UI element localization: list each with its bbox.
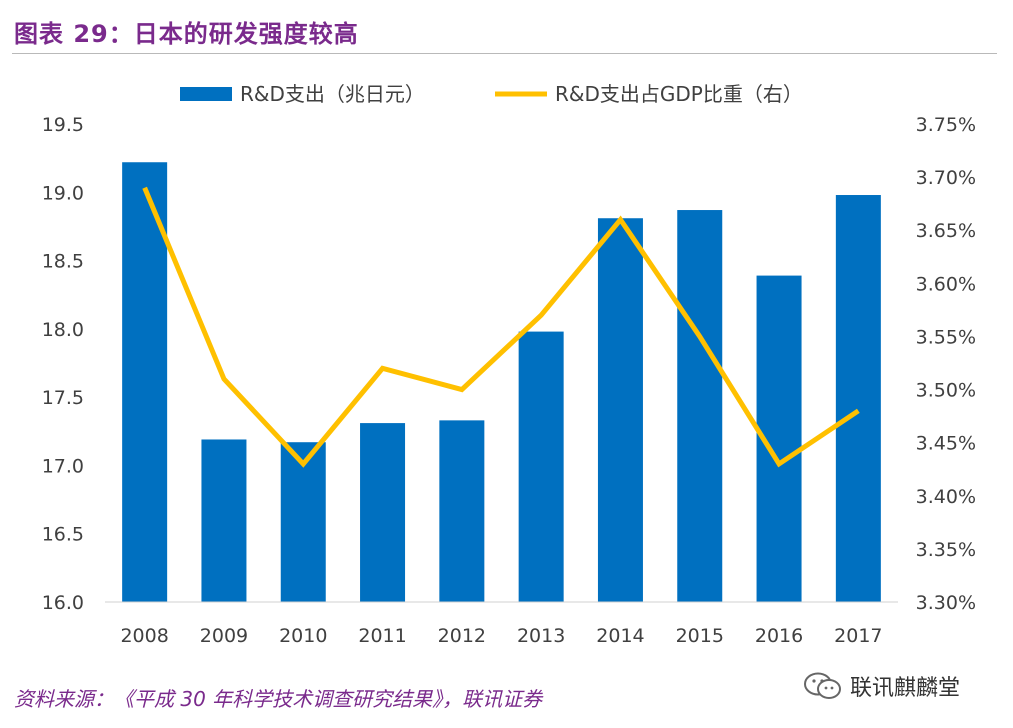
line-path [142, 186, 860, 468]
x-tick-label: 2015 [676, 625, 724, 647]
right-tick-label: 3.35% [916, 539, 976, 561]
bar-2010 [280, 442, 326, 602]
right-tick-label: 3.50% [916, 380, 976, 402]
left-tick-label: 19.0 [42, 182, 84, 204]
watermark-text: 联讯麒麟堂 [850, 676, 961, 701]
x-tick-label: 2016 [755, 625, 803, 647]
right-tick-label: 3.75% [916, 114, 976, 136]
right-tick-label: 3.55% [916, 326, 976, 348]
left-tick-label: 19.5 [42, 114, 84, 136]
right-tick-label: 3.40% [916, 486, 976, 508]
x-tick-label: 2010 [279, 625, 327, 647]
legend-bar-label: R&D支出（兆日元） [240, 82, 425, 106]
right-tick-label: 3.65% [916, 220, 976, 242]
left-axis: 16.0 16.5 17.0 17.5 18.0 18.5 19.0 19.5 [42, 114, 84, 614]
bar-2013 [518, 331, 564, 602]
left-tick-label: 16.5 [42, 524, 84, 546]
right-tick-label: 3.45% [916, 433, 976, 455]
wechat-icon [804, 672, 841, 699]
x-axis: 2008 2009 2010 2011 2012 2013 2014 2015 2016 2017 [120, 625, 882, 647]
left-tick-label: 18.0 [42, 319, 84, 341]
watermark: 联讯麒麟堂 [802, 670, 960, 702]
left-tick-label: 17.0 [42, 455, 84, 477]
x-tick-label: 2009 [200, 625, 248, 647]
line-series [142, 186, 860, 468]
left-tick-label: 17.5 [42, 387, 84, 409]
left-tick-label: 18.5 [42, 251, 84, 273]
chart-title: 图表 29：日本的研发强度较高 [14, 20, 359, 48]
x-tick-label: 2008 [120, 625, 168, 647]
bar-2017 [835, 195, 881, 602]
x-tick-label: 2013 [517, 625, 565, 647]
x-tick-label: 2014 [596, 625, 644, 647]
right-axis: 3.30% 3.35% 3.40% 3.45% 3.50% 3.55% 3.60% 3.65%… [916, 114, 976, 614]
bar-2008 [122, 162, 168, 602]
legend-bar-swatch [180, 87, 232, 101]
title-divider [12, 53, 997, 54]
bar-2014 [597, 218, 643, 602]
source-note: 资料来源：《平成 30 年科学技术调查研究结果》，联讯证券 [14, 687, 543, 711]
legend-line-label: R&D支出占GDP比重（右） [555, 82, 803, 106]
bar-series [122, 162, 881, 603]
bar-2015 [677, 210, 723, 603]
right-tick-label: 3.30% [916, 592, 976, 614]
x-tick-label: 2012 [438, 625, 486, 647]
legend: R&D支出（兆日元） R&D支出占GDP比重（右） [180, 82, 803, 106]
right-tick-label: 3.60% [916, 273, 976, 295]
left-tick-label: 16.0 [42, 592, 84, 614]
bar-2009 [201, 439, 247, 602]
x-tick-label: 2017 [834, 625, 882, 647]
right-tick-label: 3.70% [916, 167, 976, 189]
chart: R&D支出（兆日元） R&D支出占GDP比重（右） 16.0 16.5 17.0 17… [42, 82, 976, 647]
bar-2011 [360, 423, 406, 602]
x-tick-label: 2011 [358, 625, 406, 647]
bar-2012 [439, 420, 485, 602]
